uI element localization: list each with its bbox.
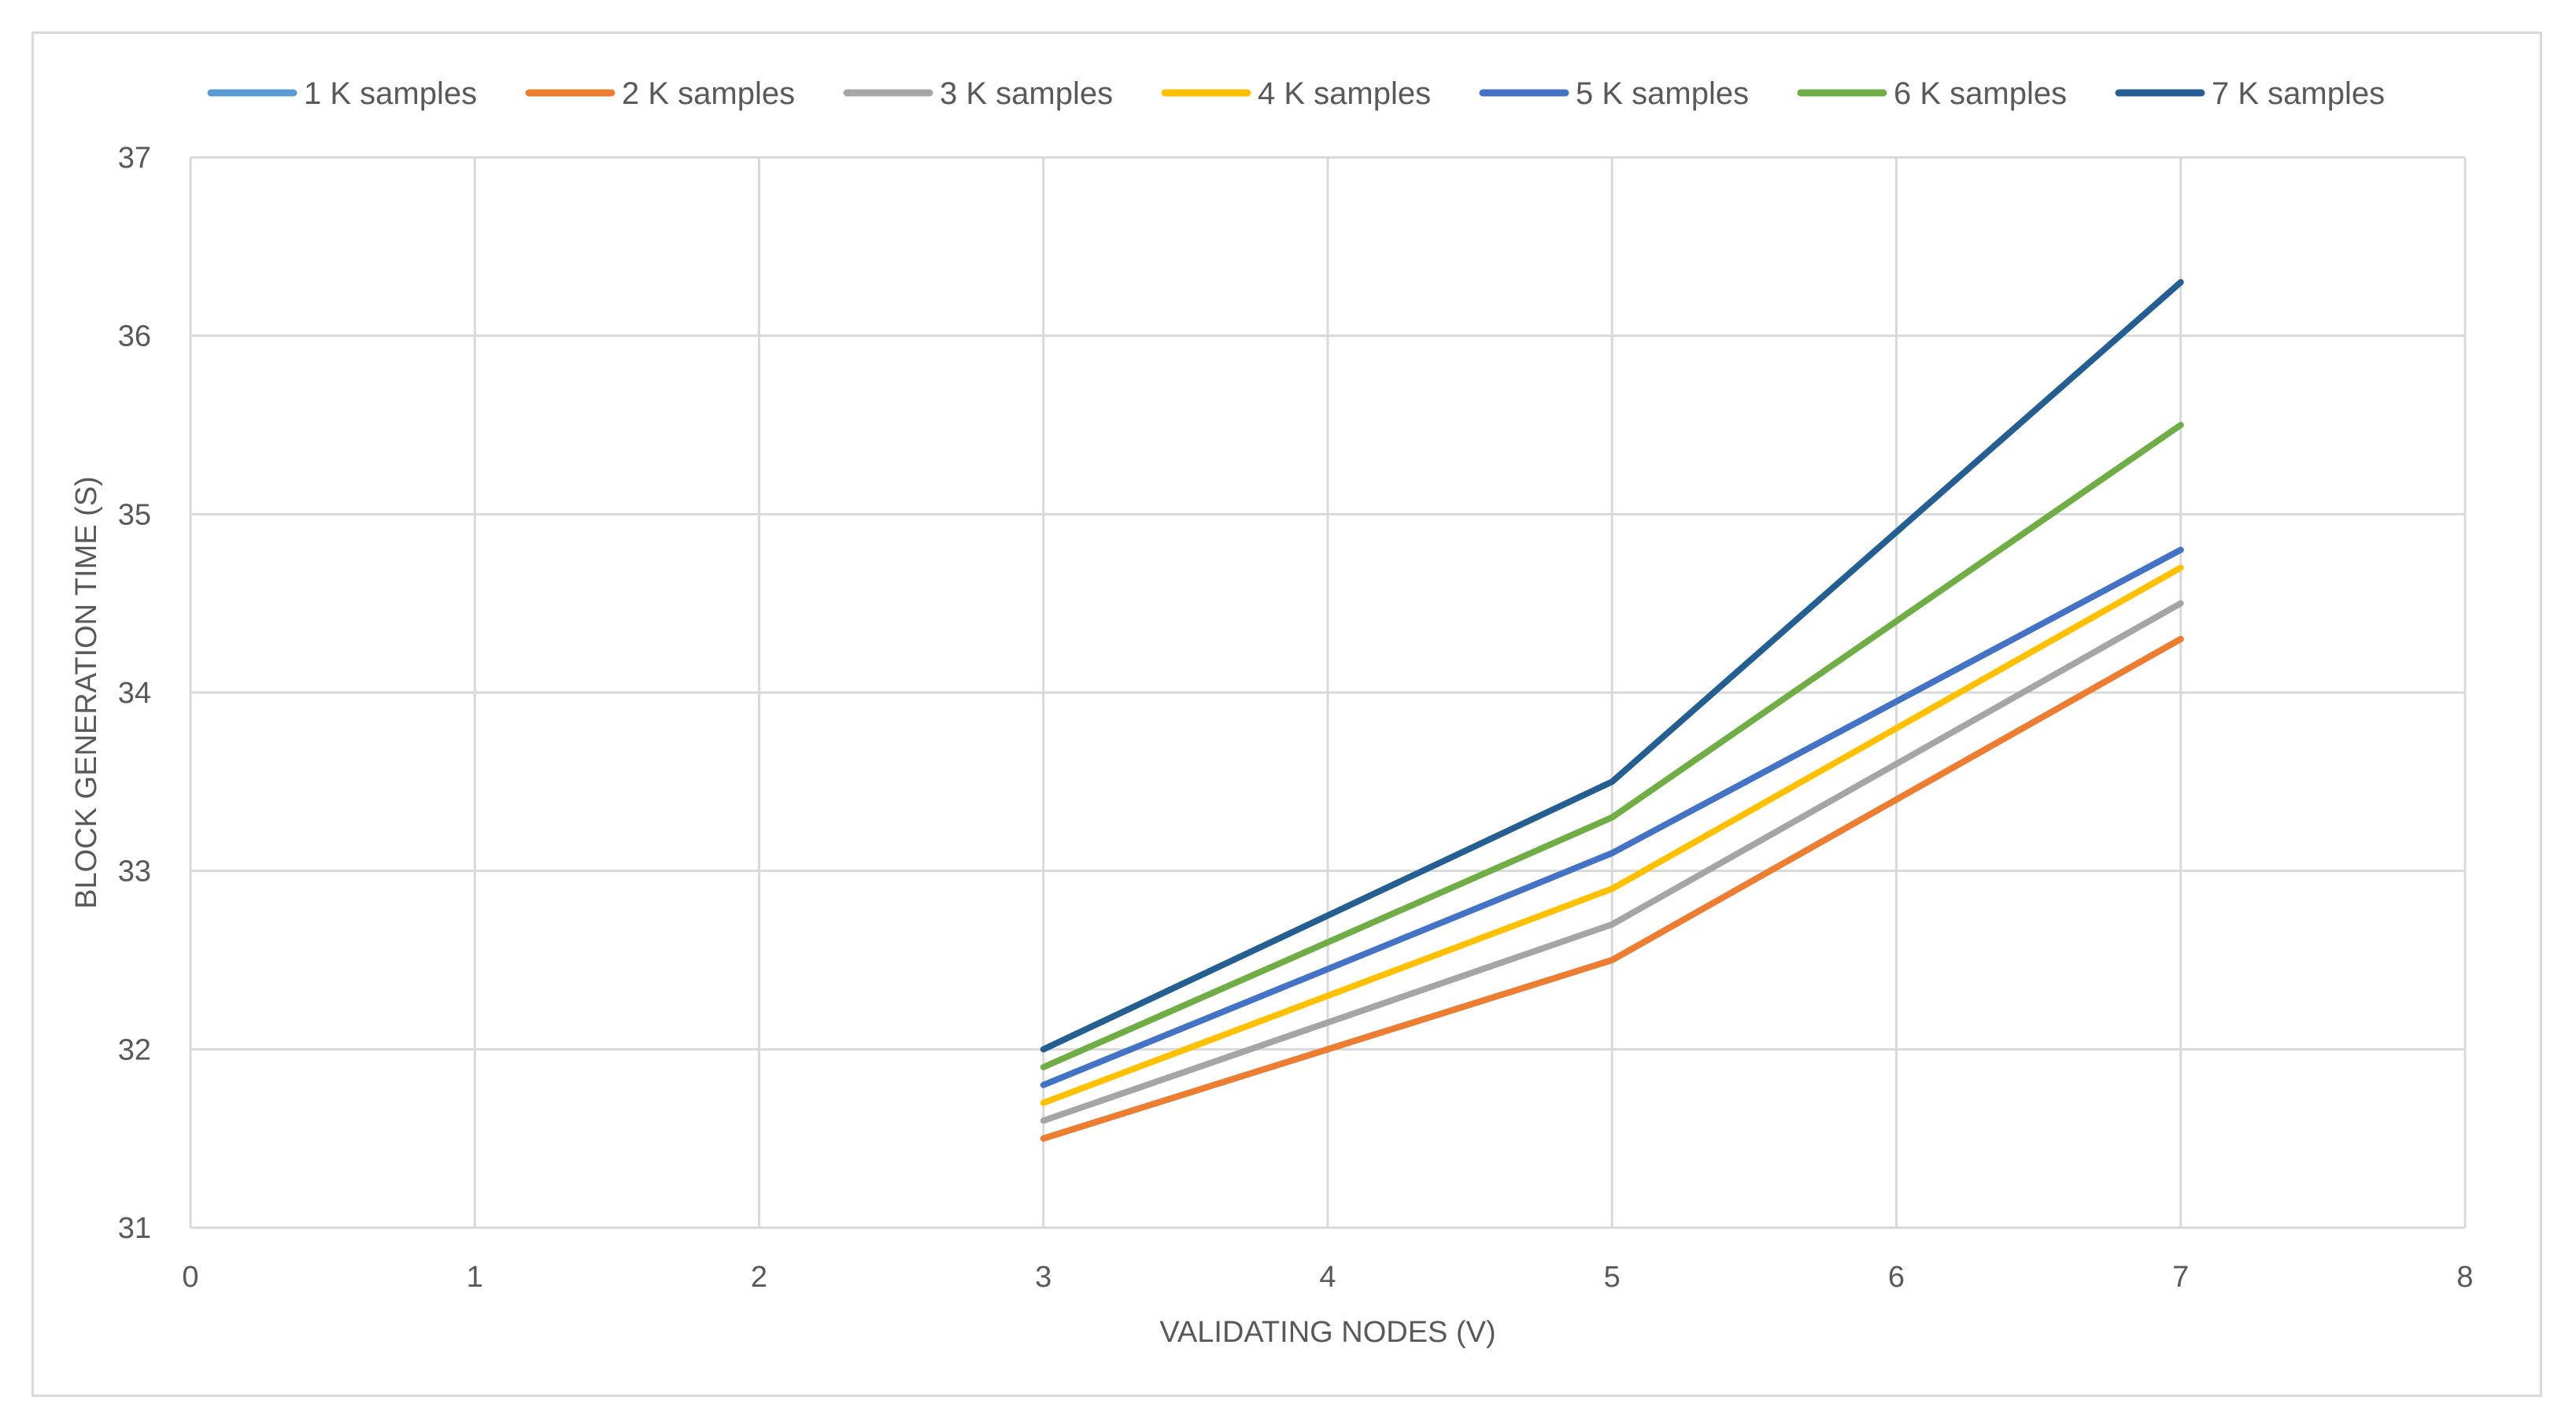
x-tick-label: 3 xyxy=(1035,1261,1051,1294)
x-tick-label: 8 xyxy=(2456,1261,2473,1294)
legend-label: 2 K samples xyxy=(622,76,795,111)
y-tick-label: 37 xyxy=(118,142,151,175)
legend-item: 5 K samples xyxy=(1479,76,1749,111)
x-tick-label: 6 xyxy=(1888,1261,1905,1294)
y-tick-label: 31 xyxy=(118,1212,151,1245)
legend-label: 6 K samples xyxy=(1894,76,2067,111)
series-line-6k-samples xyxy=(1040,422,2184,1070)
legend-label: 3 K samples xyxy=(940,76,1113,111)
series-line-3k-samples xyxy=(1040,600,2184,1124)
legend-item: 3 K samples xyxy=(843,76,1113,111)
legend-item: 4 K samples xyxy=(1161,76,1431,111)
y-axis-title: BLOCK GENERATION TIME (S) xyxy=(70,476,103,909)
x-axis-title: VALIDATING NODES (V) xyxy=(1159,1316,1495,1349)
y-tick-label: 36 xyxy=(118,320,151,353)
gridlines xyxy=(189,156,2467,1229)
legend-label: 5 K samples xyxy=(1576,76,1749,111)
series-line-5k-samples xyxy=(1040,546,2184,1088)
x-tick-label: 0 xyxy=(182,1261,198,1294)
series-line-2k-samples xyxy=(1040,636,2184,1142)
legend-item: 6 K samples xyxy=(1797,76,2067,111)
y-tick-label: 35 xyxy=(118,498,151,531)
legend-label: 1 K samples xyxy=(304,76,477,111)
series-lines xyxy=(1040,279,2184,1142)
x-tick-label: 4 xyxy=(1319,1261,1336,1294)
x-tick-label: 7 xyxy=(2172,1261,2189,1294)
y-tick-label: 32 xyxy=(118,1033,151,1066)
legend-label: 7 K samples xyxy=(2212,76,2385,111)
legend-item: 1 K samples xyxy=(207,76,477,111)
legend-item: 7 K samples xyxy=(2115,76,2385,111)
legend: 1 K samples 2 K samples 3 K samples 4 K sam… xyxy=(207,76,2385,111)
y-tick-label: 34 xyxy=(118,677,151,710)
chart-frame xyxy=(31,31,2542,1397)
x-tick-label: 2 xyxy=(751,1261,767,1294)
x-tick-label: 5 xyxy=(1604,1261,1621,1294)
series-line-7k-samples xyxy=(1040,279,2184,1053)
series-line-4k-samples xyxy=(1040,564,2184,1106)
x-tick-label: 1 xyxy=(467,1261,483,1294)
legend-label: 4 K samples xyxy=(1258,76,1431,111)
y-tick-label: 33 xyxy=(118,855,151,888)
legend-item: 2 K samples xyxy=(525,76,795,111)
